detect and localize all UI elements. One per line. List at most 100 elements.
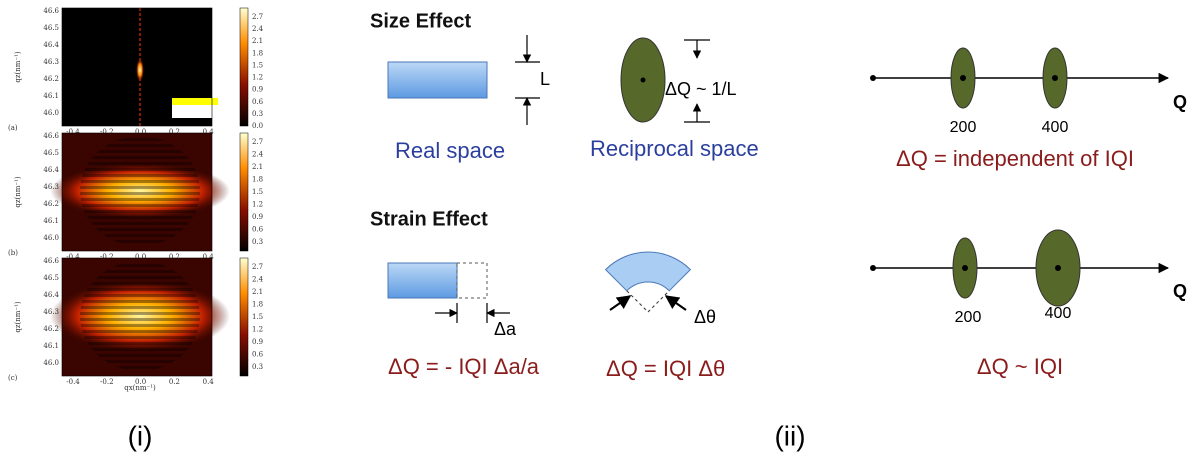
x-tick-label: 0.2 (169, 253, 180, 261)
x-tick-label: 0.0 (135, 378, 146, 386)
x-tick-label: -0.4 (66, 378, 80, 386)
x-tick-label: 0.4 (203, 253, 215, 261)
frame (61, 257, 213, 377)
x-tick-label: -0.2 (100, 378, 114, 386)
simulation-panels: 46.6 46.5 46.4 46.3 46.2 46.1 46.0 -0.4 -0.2 0.0 0… (8, 7, 264, 392)
colorbar-label: 2.7 (252, 263, 263, 271)
y-tick-label: 46.1 (43, 92, 59, 100)
y-tick-label: 46.0 (43, 359, 59, 367)
panel-label: (a) (8, 124, 18, 132)
real-block (387, 61, 488, 99)
colorbar-label: 2.1 (252, 37, 263, 45)
x-axis-label: qx(nm⁻¹) (124, 384, 156, 392)
y-axis-label: qz(nm⁻¹) (14, 176, 22, 208)
peak-label: 400 (1045, 305, 1072, 322)
y-tick-label: 46.5 (43, 274, 59, 282)
colorbar-label: 1.5 (252, 188, 263, 196)
x-tick-label: -0.4 (66, 128, 80, 136)
wedge-lines (626, 290, 670, 313)
colorbar-label: 0.3 (252, 110, 263, 118)
y-tick-label: 46.4 (43, 41, 59, 49)
peak-label: 200 (955, 309, 982, 326)
y-tick-label: 46.2 (43, 200, 59, 208)
colorbar-label: 2.4 (252, 151, 264, 159)
colorbar-label: 2.4 (252, 276, 264, 284)
y-tick-label: 46.3 (43, 58, 59, 66)
panel-label: (c) (8, 374, 18, 382)
theta-arrow (664, 295, 687, 311)
y-tick-label: 46.4 (43, 291, 59, 299)
colorbar-label: 0.6 (252, 351, 264, 359)
colorbar (239, 7, 249, 127)
y-tick-label: 46.0 (43, 234, 59, 242)
dot (870, 75, 876, 81)
colorbar-label: 0.0 (252, 122, 263, 130)
legend-bar (172, 98, 218, 105)
panel-label: (b) (8, 249, 18, 257)
colorbar-label: 0.9 (252, 86, 263, 94)
dot (640, 77, 646, 83)
y-tick-label: 46.2 (43, 75, 59, 83)
peak-label: 400 (1042, 119, 1069, 136)
colorbar-label: 1.8 (252, 176, 263, 184)
colorbar-label: 0.6 (252, 98, 264, 106)
x-tick-label: 0.2 (169, 378, 180, 386)
y-tick-label: 46.5 (43, 24, 59, 32)
y-tick-label: 46.6 (43, 7, 59, 15)
y-tick-label: 46.6 (43, 257, 59, 265)
x-tick-label: -0.4 (66, 253, 80, 261)
colorbar-label: 2.7 (252, 138, 263, 146)
colorbar-label: 0.3 (252, 238, 263, 246)
frame (61, 132, 213, 252)
y-tick-label: 46.2 (43, 325, 59, 333)
colorbar-label: 1.2 (252, 326, 263, 334)
colorbar-label: 2.4 (252, 25, 264, 33)
colorbar-label: 1.2 (252, 201, 263, 209)
y-tick-label: 46.5 (43, 149, 59, 157)
colorbar-label: 2.1 (252, 288, 263, 296)
delta-a: Δa (494, 319, 517, 339)
delta-theta: Δθ (694, 307, 716, 327)
x-tick-label: 0.0 (135, 128, 146, 136)
x-tick-label: -0.2 (100, 128, 114, 136)
x-tick-label: 0.2 (169, 128, 180, 136)
real-space: Real space (395, 138, 505, 163)
colorbar (239, 257, 249, 377)
frame (61, 7, 213, 127)
x-tick-label: 0.4 (203, 128, 215, 136)
size-result: ΔQ = independent of IQI (896, 146, 1134, 171)
colorbar-label: 2.7 (252, 13, 263, 21)
colorbar-label: 0.3 (252, 363, 263, 371)
delta-a-arrows (435, 303, 510, 323)
y-tick-label: 46.4 (43, 166, 59, 174)
x-tick-label: 0.4 (203, 378, 215, 386)
colorbar-label: 0.6 (252, 226, 264, 234)
strain-relation-2: ΔQ = IQI Δθ (606, 356, 725, 381)
strained-block (387, 262, 458, 299)
caption: (i) (128, 420, 153, 451)
strain-result: ΔQ ~ IQI (977, 354, 1063, 379)
axis-label: Q (1173, 92, 1187, 112)
x-tick-label: -0.2 (100, 253, 114, 261)
caption: (ii) (774, 420, 805, 451)
y-tick-label: 46.1 (43, 342, 59, 350)
dot (1052, 75, 1058, 81)
dot (960, 75, 966, 81)
fringes (80, 136, 200, 246)
size-title: Size Effect (370, 10, 471, 32)
y-tick-label: 46.3 (43, 183, 59, 191)
y-tick-label: 46.1 (43, 217, 59, 225)
y-tick-label: 46.3 (43, 308, 59, 316)
theta-arrow (609, 295, 632, 311)
reciprocal-space: Reciprocal space (590, 136, 759, 161)
length-arrows (515, 35, 540, 125)
y-axis-label: qz(nm⁻¹) (14, 51, 22, 83)
strain-relation-1: ΔQ = - IQI Δa/a (388, 354, 540, 379)
y-axis-label: qz(nm⁻¹) (14, 301, 22, 333)
peak-label: 200 (950, 119, 977, 136)
arc-wedge (604, 251, 692, 292)
width-relation: ΔQ ~ 1/L (665, 79, 737, 99)
colorbar (239, 132, 249, 252)
strain-extension (456, 262, 488, 299)
y-tick-label: 46.0 (43, 109, 59, 117)
